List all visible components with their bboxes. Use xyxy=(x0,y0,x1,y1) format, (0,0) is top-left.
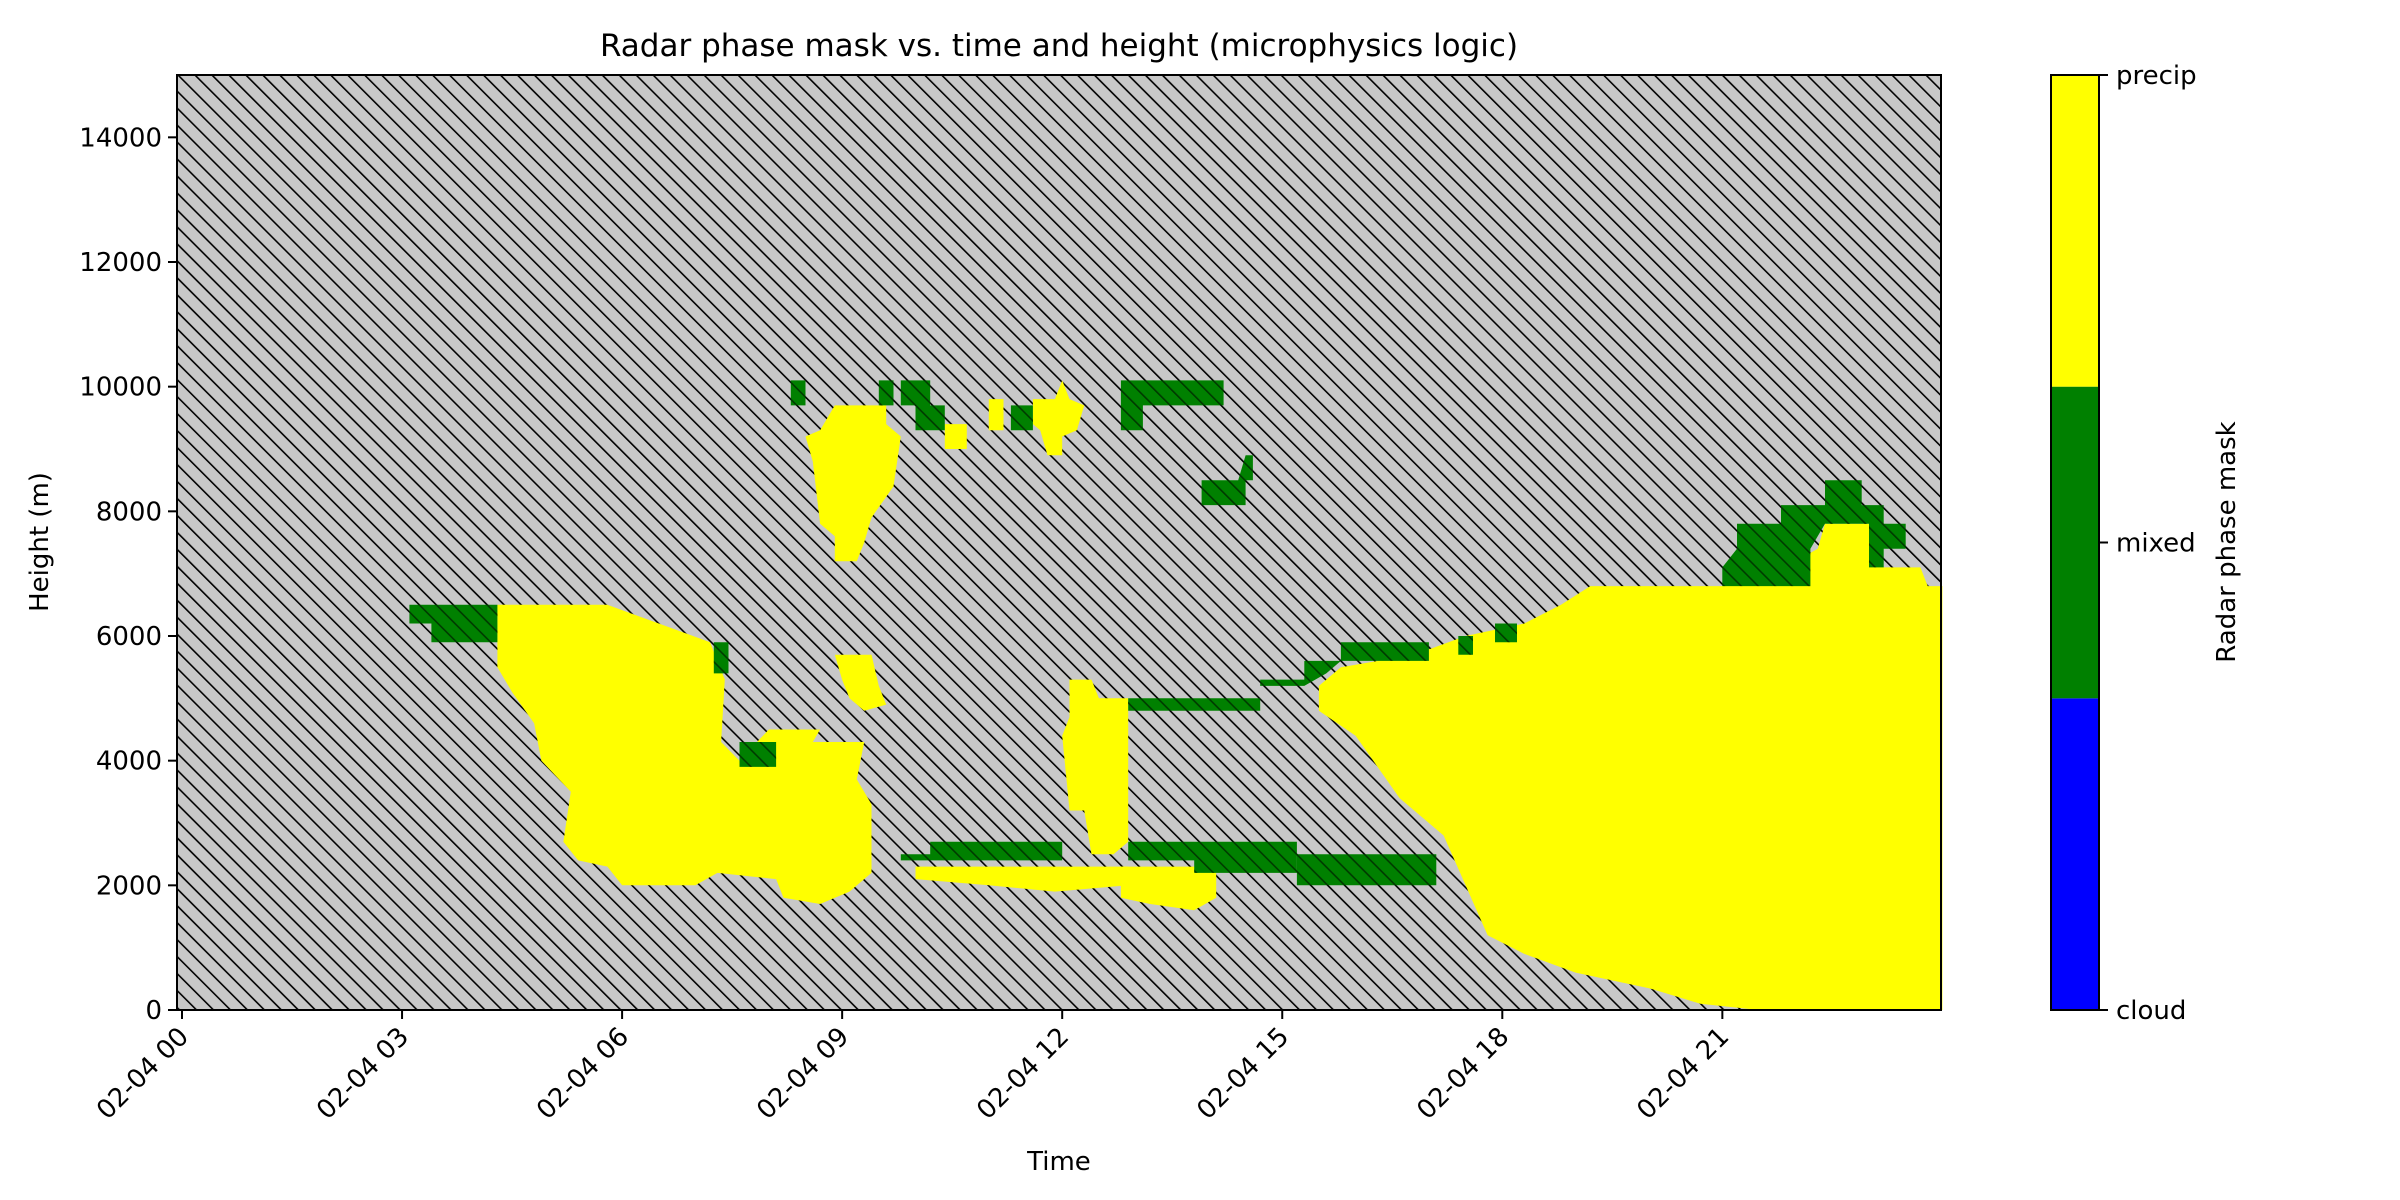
colorbar: cloud mixed precip xyxy=(2050,61,2197,1026)
colorbar-segment-cloud xyxy=(2051,698,2099,1010)
colorbar-segment-mixed xyxy=(2051,386,2099,699)
x-tick-label: 02-04 03 xyxy=(311,1022,415,1126)
phase-regions xyxy=(409,380,1943,1010)
region-hatch-12 xyxy=(739,742,777,767)
region-hatch-13 xyxy=(790,380,806,406)
region-precip-6 xyxy=(915,866,1129,892)
region-hatch-18 xyxy=(1201,455,1253,506)
region-precip-5 xyxy=(1032,380,1085,456)
region-hatch-16 xyxy=(1010,405,1033,431)
y-axis-label: Height (m) xyxy=(25,472,55,612)
y-axis: 0 2000 4000 6000 8000 10000 12000 14000 xyxy=(79,123,177,1026)
x-tick-label: 02-04 21 xyxy=(1631,1022,1735,1126)
x-tick-label: 02-04 09 xyxy=(751,1022,855,1126)
region-precip-3 xyxy=(944,424,967,449)
y-tick-label: 0 xyxy=(145,996,162,1026)
colorbar-segment-precip xyxy=(2051,75,2099,387)
colorbar-tick-label-mixed: mixed xyxy=(2116,529,2196,559)
region-hatch-21 xyxy=(1296,854,1437,886)
y-tick-label: 14000 xyxy=(79,123,162,153)
region-precip-1 xyxy=(805,405,901,562)
y-tick-label: 8000 xyxy=(96,497,162,527)
region-hatch-24 xyxy=(1458,636,1473,655)
region-hatch-14 xyxy=(878,380,894,406)
region-hatch-19 xyxy=(900,841,1063,861)
region-hatch-22 xyxy=(1128,698,1261,711)
region-hatch-15 xyxy=(900,380,945,431)
region-precip-8 xyxy=(1120,866,1217,911)
region-precip-2 xyxy=(834,654,887,711)
x-tick-label: 02-04 12 xyxy=(971,1022,1075,1126)
x-tick-label: 02-04 06 xyxy=(531,1022,635,1126)
y-tick-label: 4000 xyxy=(96,747,162,777)
region-precip-7 xyxy=(1062,679,1129,855)
region-hatch-23 xyxy=(1260,642,1429,686)
region-precip-0 xyxy=(497,604,872,904)
y-tick-label: 2000 xyxy=(96,871,162,901)
plot-frame xyxy=(176,74,1942,1011)
x-tick-label: 02-04 00 xyxy=(91,1022,195,1126)
region-hatch-11 xyxy=(713,642,729,674)
y-tick-label: 10000 xyxy=(79,373,162,403)
region-precip-9 xyxy=(1318,523,1943,1010)
region-precip-4 xyxy=(988,399,1004,431)
region-hatch-26 xyxy=(1722,480,1906,587)
region-hatch-17 xyxy=(1120,380,1224,431)
colorbar-label: Radar phase mask xyxy=(2212,421,2242,662)
y-tick-label: 12000 xyxy=(79,248,162,278)
y-tick-label: 6000 xyxy=(96,622,162,652)
chart-title: Radar phase mask vs. time and height (mi… xyxy=(600,28,1518,64)
region-hatch-10 xyxy=(409,604,498,643)
colorbar-tick-label-precip: precip xyxy=(2116,61,2197,91)
colorbar-tick-label-cloud: cloud xyxy=(2116,996,2186,1026)
region-hatch-20 xyxy=(1128,841,1297,873)
x-axis-label: Time xyxy=(1026,1147,1091,1177)
x-tick-label: 02-04 18 xyxy=(1411,1022,1515,1126)
x-tick-label: 02-04 15 xyxy=(1191,1022,1295,1126)
plot-area xyxy=(176,74,1943,1011)
x-axis: 02-04 00 02-04 03 02-04 06 02-04 09 02-04 12… xyxy=(91,1010,1735,1126)
region-hatch-25 xyxy=(1495,623,1517,643)
